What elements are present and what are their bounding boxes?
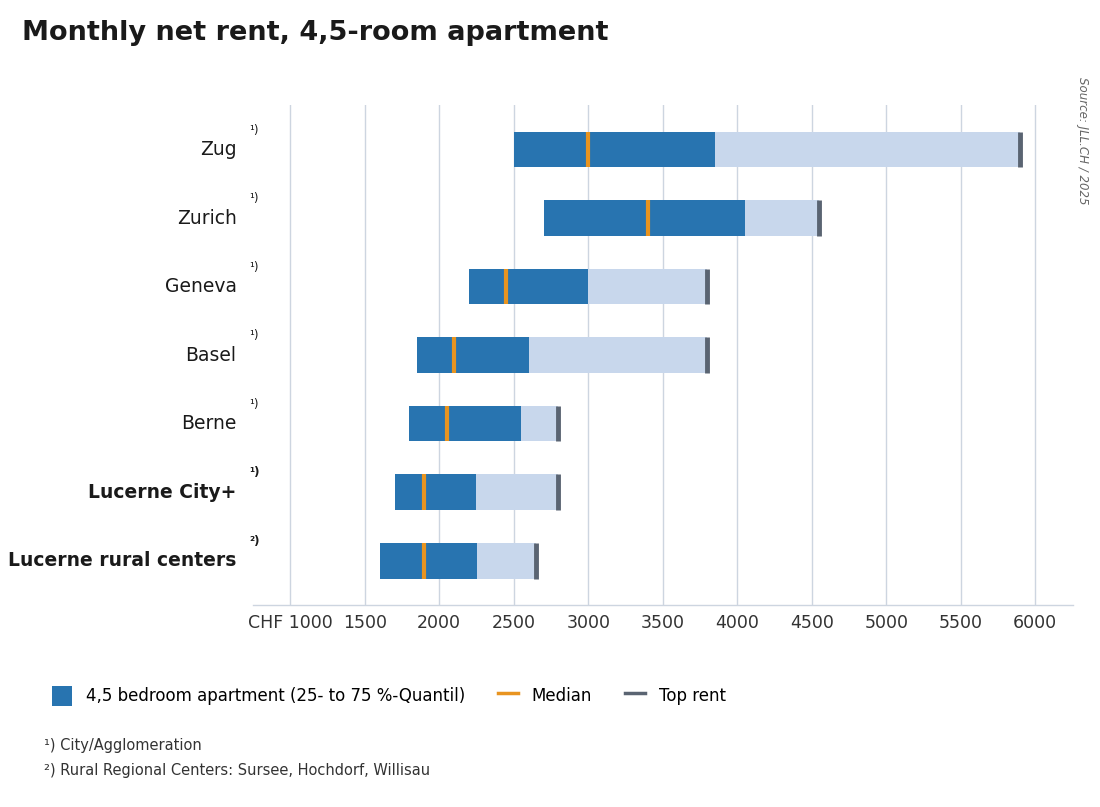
Text: Berne: Berne — [182, 414, 236, 433]
Text: Lucerne rural centers: Lucerne rural centers — [8, 551, 236, 571]
Bar — [409, 406, 559, 441]
Text: Zug: Zug — [200, 140, 236, 159]
Text: ¹): ¹) — [249, 466, 260, 479]
Text: Basel: Basel — [186, 345, 236, 365]
Bar — [469, 269, 588, 304]
Bar — [469, 269, 707, 304]
Bar — [379, 543, 536, 579]
Text: ¹) City/Agglomeration: ¹) City/Agglomeration — [44, 738, 201, 754]
Text: ¹): ¹) — [249, 261, 258, 274]
Bar — [543, 200, 745, 236]
Text: Monthly net rent, 4,5-room apartment: Monthly net rent, 4,5-room apartment — [22, 20, 608, 46]
Text: ²): ²) — [249, 535, 260, 548]
Bar — [409, 406, 521, 441]
Text: ¹): ¹) — [249, 123, 258, 136]
Text: Geneva: Geneva — [165, 277, 236, 296]
Bar — [395, 475, 559, 510]
Text: ²) Rural Regional Centers: Sursee, Hochdorf, Willisau: ²) Rural Regional Centers: Sursee, Hochd… — [44, 763, 430, 778]
Legend: 4,5 bedroom apartment (25- to 75 %-Quantil), Median, Top rent: 4,5 bedroom apartment (25- to 75 %-Quant… — [53, 685, 726, 706]
Bar — [417, 337, 707, 373]
Text: ¹): ¹) — [249, 192, 258, 205]
Text: ¹): ¹) — [249, 329, 258, 342]
Text: Lucerne City+: Lucerne City+ — [88, 483, 236, 502]
Bar — [395, 475, 476, 510]
Bar — [514, 132, 1021, 167]
Bar — [379, 543, 476, 579]
Text: ¹): ¹) — [249, 398, 258, 411]
Bar — [543, 200, 820, 236]
Bar — [417, 337, 529, 373]
Bar — [514, 132, 715, 167]
Text: Source: JLL.CH / 2025: Source: JLL.CH / 2025 — [1076, 77, 1089, 204]
Text: Zurich: Zurich — [177, 208, 236, 228]
